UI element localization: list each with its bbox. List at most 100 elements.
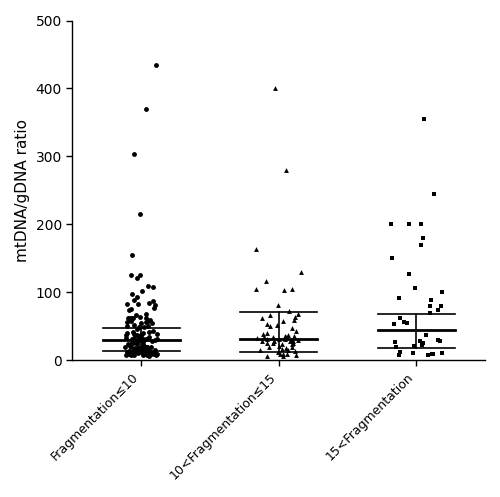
Point <box>288 324 296 332</box>
Point <box>150 350 158 358</box>
Point <box>140 324 148 331</box>
Point <box>122 351 130 359</box>
Point <box>284 346 292 354</box>
Point <box>292 327 300 334</box>
Point <box>136 344 144 352</box>
Point <box>409 349 417 357</box>
Point <box>396 314 404 322</box>
Point <box>152 335 160 343</box>
Point <box>128 338 136 346</box>
Point <box>132 344 140 352</box>
Point <box>434 306 442 314</box>
Point <box>139 341 147 349</box>
Point <box>282 333 290 341</box>
Point <box>426 309 434 317</box>
Point <box>142 343 150 351</box>
Point <box>426 297 434 305</box>
Point <box>262 335 270 343</box>
Point <box>128 335 136 343</box>
Point <box>258 337 266 345</box>
Point <box>128 314 136 322</box>
Point <box>419 339 427 347</box>
Point <box>142 343 150 351</box>
Point <box>140 347 148 355</box>
Point <box>142 347 150 355</box>
Point <box>270 337 278 345</box>
Point <box>135 324 143 331</box>
Point <box>127 349 135 357</box>
Point <box>130 151 138 159</box>
Point <box>138 343 146 351</box>
Point <box>436 302 444 310</box>
Point <box>122 343 130 351</box>
Point <box>132 339 140 347</box>
Point <box>263 329 271 336</box>
Point <box>146 316 154 324</box>
Point <box>150 348 158 356</box>
Point <box>130 322 138 330</box>
Point <box>297 268 305 276</box>
Point <box>260 333 268 341</box>
Point <box>136 334 143 342</box>
Point <box>142 318 150 326</box>
Point <box>288 339 296 347</box>
Point <box>266 311 274 319</box>
Point <box>130 333 138 341</box>
Point <box>290 331 298 339</box>
Point <box>274 301 281 309</box>
Point <box>390 321 398 329</box>
Point <box>400 318 408 326</box>
Point <box>134 300 142 308</box>
Point <box>279 350 287 358</box>
Point <box>294 310 302 318</box>
Point <box>136 323 144 331</box>
Point <box>274 335 282 343</box>
Point <box>291 347 299 355</box>
Point <box>146 343 154 351</box>
Point <box>281 331 289 339</box>
Point <box>424 351 432 359</box>
Point <box>429 350 437 358</box>
Point <box>138 287 145 295</box>
Point <box>279 352 287 360</box>
Point <box>151 346 159 354</box>
Point <box>127 351 135 359</box>
Point <box>142 344 150 352</box>
Point <box>146 350 154 358</box>
Point <box>128 271 136 279</box>
Point <box>288 343 296 351</box>
Point <box>430 190 438 198</box>
Point <box>126 341 134 349</box>
Point <box>294 336 302 344</box>
Point <box>266 343 274 351</box>
Point <box>396 294 404 302</box>
Point <box>130 351 138 359</box>
Point <box>275 342 283 350</box>
Point <box>127 342 135 350</box>
Point <box>148 337 156 345</box>
Point <box>136 345 143 353</box>
Point <box>436 336 444 344</box>
Point <box>140 343 148 351</box>
Point <box>272 322 280 330</box>
Point <box>283 350 291 358</box>
Point <box>428 350 436 358</box>
Point <box>134 344 142 352</box>
Point <box>262 352 270 360</box>
Y-axis label: mtDNA/gDNA ratio: mtDNA/gDNA ratio <box>15 119 30 262</box>
Point <box>126 347 134 355</box>
Point <box>130 296 138 304</box>
Point <box>133 340 141 348</box>
Point <box>130 347 138 355</box>
Point <box>405 270 413 278</box>
Point <box>136 336 144 344</box>
Point <box>123 329 131 336</box>
Point <box>138 338 146 346</box>
Point <box>130 335 138 343</box>
Point <box>438 288 446 296</box>
Point <box>434 336 442 344</box>
Point <box>387 221 395 229</box>
Point <box>253 334 261 342</box>
Point <box>130 329 138 336</box>
Point <box>418 221 426 229</box>
